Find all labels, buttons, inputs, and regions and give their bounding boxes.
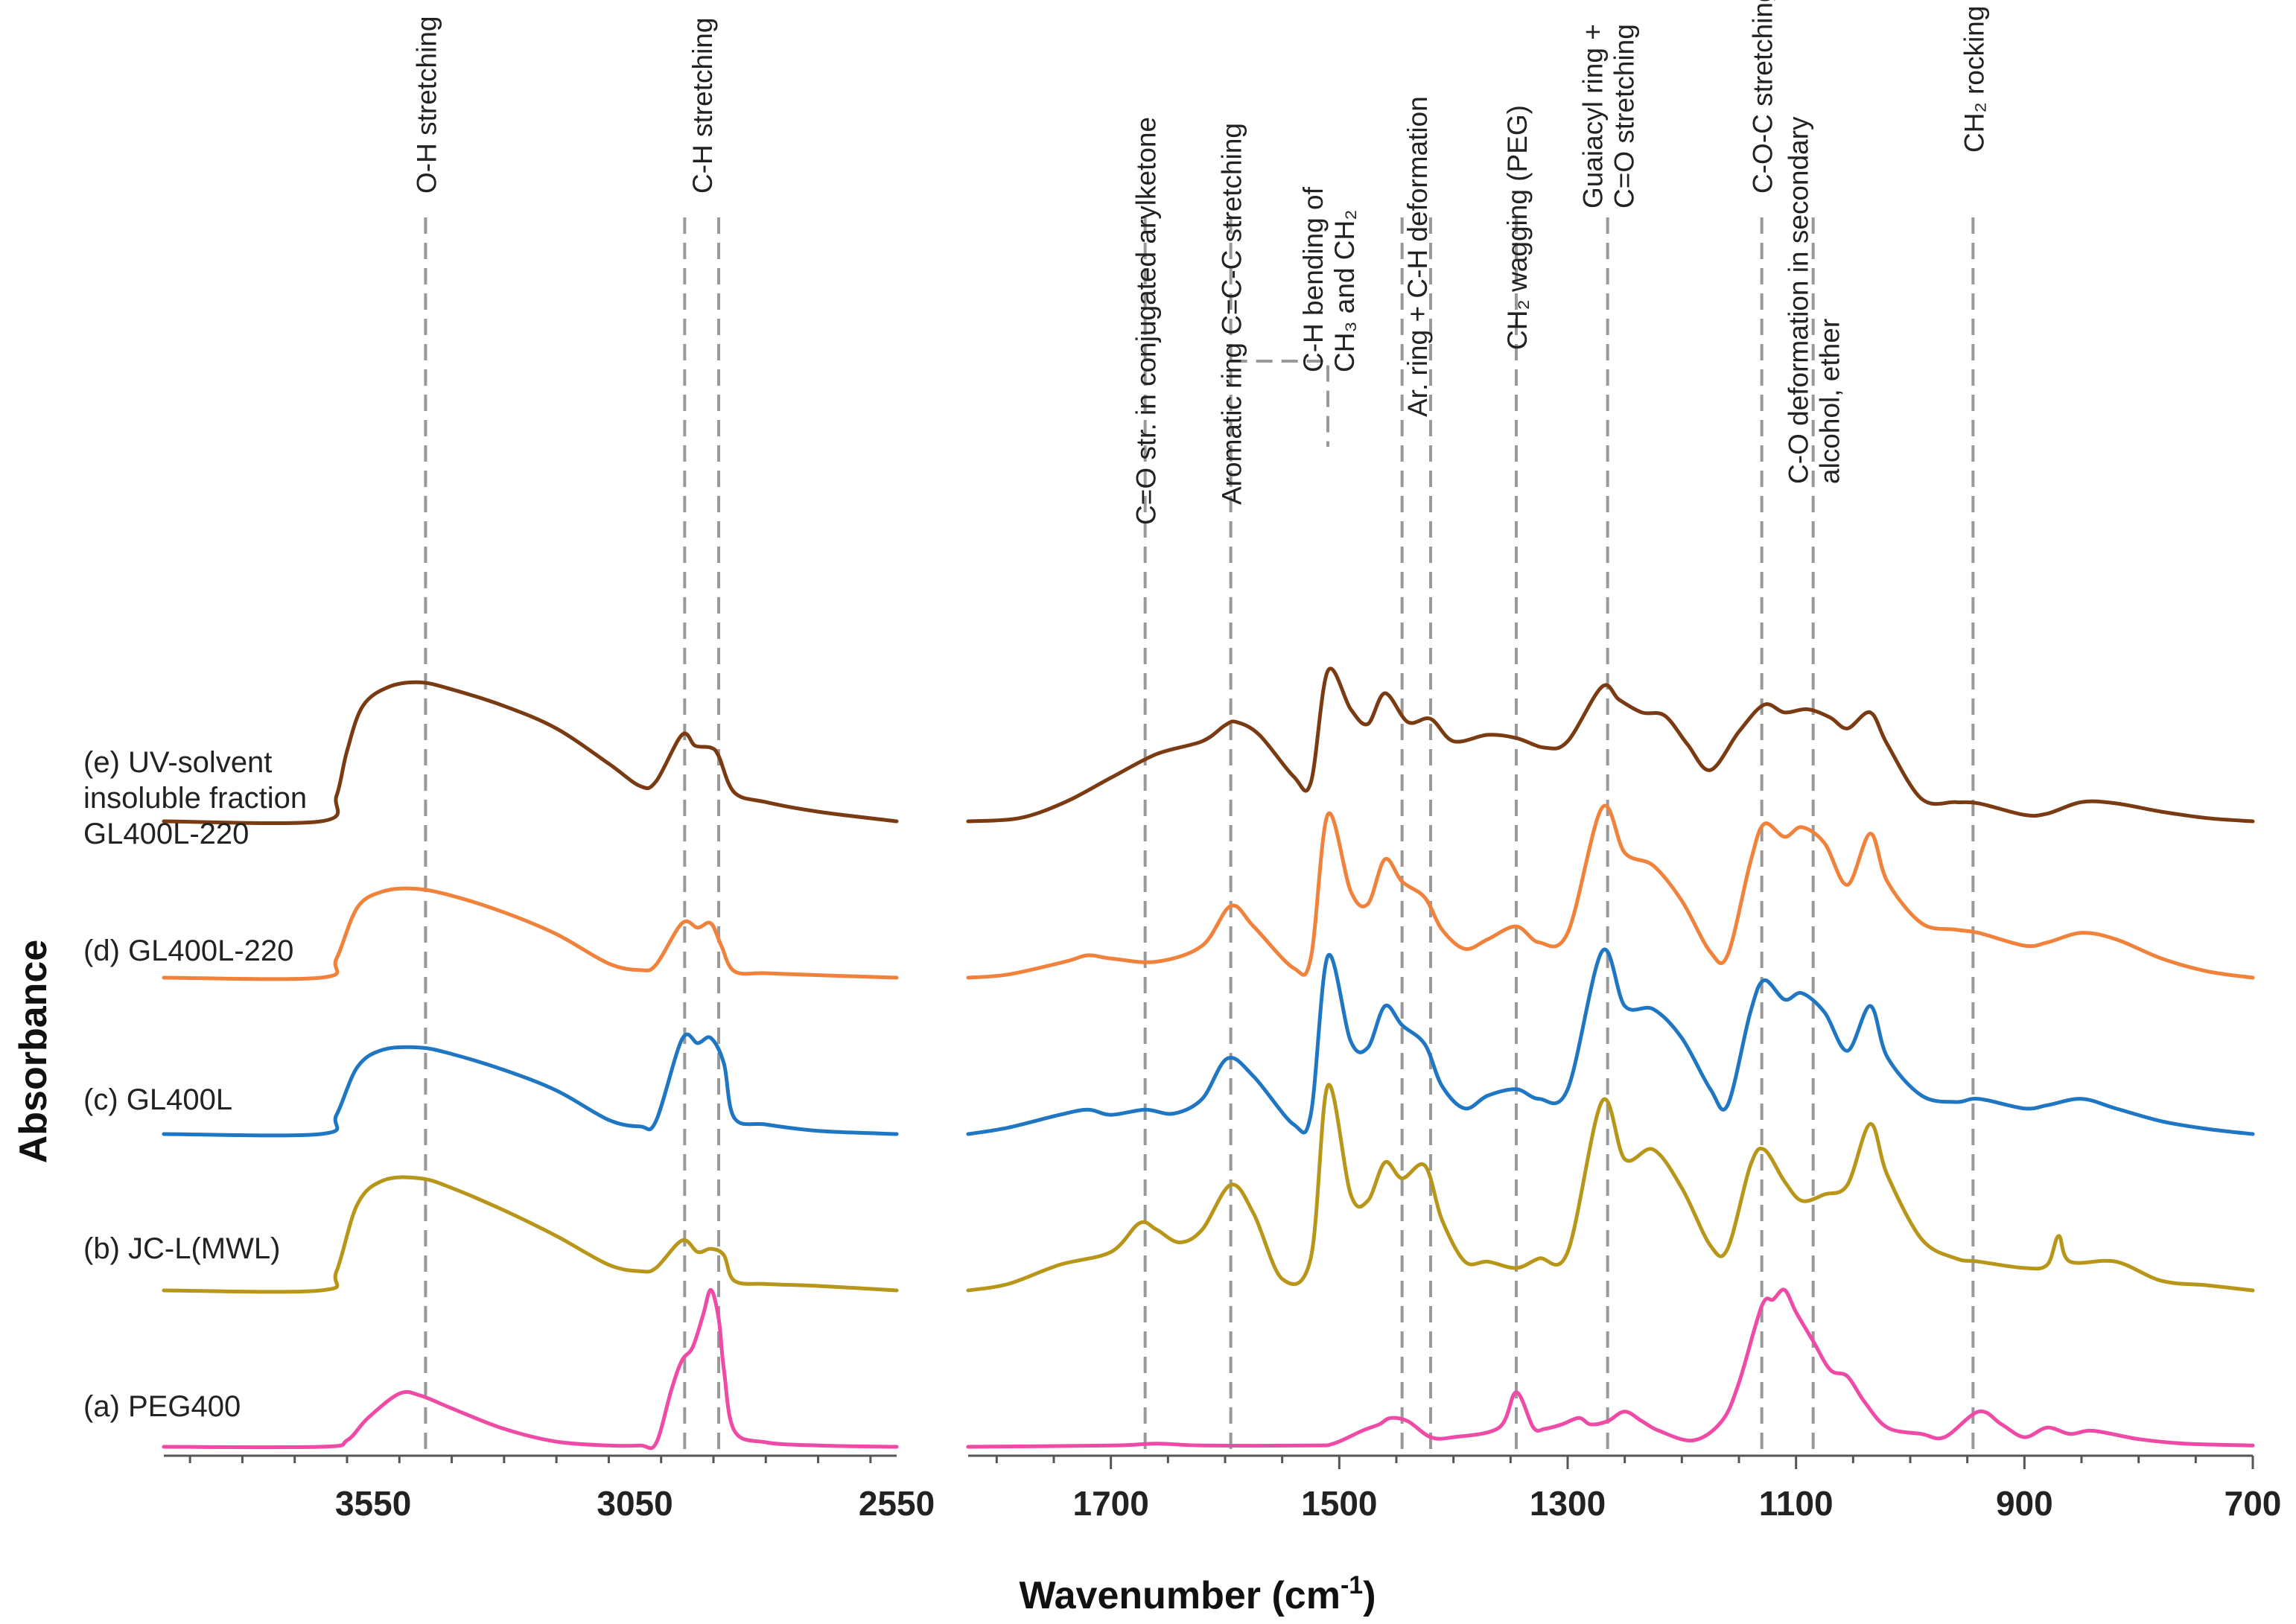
axes: 3550 3050 2550 1700 1500 1300 1100 900 700 [164,1454,2282,1523]
series-a-label: (a) PEG400 [83,1390,241,1423]
annotation-label: Ar. ring + C-H deformation [1402,96,1433,417]
series-a-high-line [162,1287,899,1451]
bracket-line [1230,360,1329,447]
series-c-low-line [966,947,2255,1136]
annotation-label: Aromatic ring C=C-C stretching [1217,123,1247,505]
series-e-high-line [162,680,899,826]
series-b-label: (b) JC-L(MWL) [83,1232,280,1265]
series-e-label: insoluble fraction [83,782,307,815]
annotation-label: C-H stretching [687,18,718,194]
series-c-high-line [162,1032,899,1138]
series-b-low-line [966,1083,2255,1293]
y-axis-title: Absorbance [12,940,55,1164]
annotation-label: C=O stretching [1609,24,1640,208]
x-tick-label: 700 [2225,1484,2282,1523]
x-tick-label: 1300 [1530,1484,1606,1523]
x-tick-label: 2550 [859,1484,935,1523]
annotation-label: CH₃ and CH₂ [1329,209,1360,372]
annotation-label: C=O str. in conjugated arylketone [1131,117,1162,525]
series-d-low-line [966,803,2255,980]
x-tick-label: 900 [1996,1484,2053,1523]
series-e-label: (e) UV-solvent [83,746,272,779]
annotation-label: Guaiacyl ring + [1578,24,1609,208]
series-d-high-line [162,886,899,981]
annotation-label: C-O-C stretching of ether [1748,0,1778,194]
x-axis-title: Wavenumber (cm-1) [1019,1571,1376,1617]
x-tick-label: 1100 [1759,1484,1834,1523]
series-b-high-line [162,1175,899,1294]
x-tick-label: 1700 [1072,1484,1148,1523]
annotation-label: alcohol, ether [1815,319,1845,484]
annotation-label: CH₂ rocking (PEG) [1959,0,1989,153]
series-a-low-line [966,1287,2255,1449]
annotation-label: O-H stretching [411,16,442,194]
spectra [162,666,2255,1451]
peak-annotations: O-H stretching C-H stretching C=O str. in … [411,0,1989,525]
annotation-label: CH₂ wagging (PEG) [1502,105,1533,350]
series-c-label: (c) GL400L [83,1083,232,1116]
x-tick-label: 3050 [597,1484,672,1523]
series-e-low-line [966,666,2255,824]
annotation-label: C-H bending of [1298,186,1329,372]
x-tick-label: 3550 [335,1484,411,1523]
x-tick-label: 1500 [1301,1484,1377,1523]
series-e-label: GL400L-220 [83,818,249,850]
series-d-label: (d) GL400L-220 [83,934,293,967]
annotation-label: C-O deformation in secondary [1784,116,1814,484]
reference-lines [424,217,1975,1452]
